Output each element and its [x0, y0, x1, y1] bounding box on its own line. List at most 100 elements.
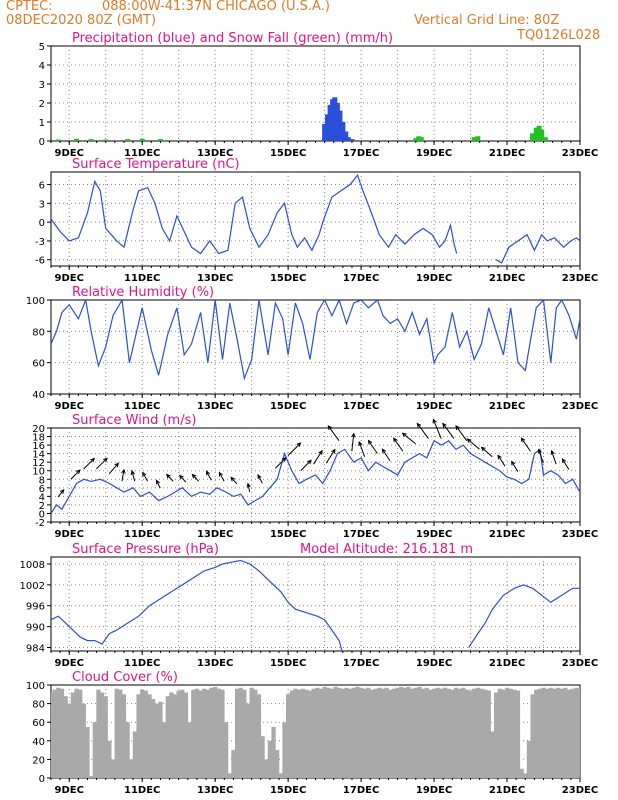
- x-tick-label: 15DEC: [270, 401, 306, 412]
- cloud-bar: [410, 688, 415, 778]
- wind-arrow-head: [246, 482, 251, 488]
- x-tick-label: 9DEC: [55, 148, 84, 159]
- wind-arrow: [551, 450, 557, 465]
- wind-arrow: [358, 441, 366, 457]
- cloud-bar: [486, 690, 491, 778]
- wind-arrow-head: [59, 489, 65, 494]
- cloud-bar: [132, 731, 138, 778]
- wind-arrow: [538, 449, 544, 464]
- cloud-bar: [300, 688, 305, 778]
- cloud-bar: [475, 687, 480, 778]
- x-tick-label: 23DEC: [562, 658, 598, 669]
- precip-bar: [322, 123, 328, 141]
- cloud-bar: [439, 688, 444, 778]
- wind-arrow: [511, 461, 519, 472]
- cloud-bar: [483, 689, 488, 778]
- wind-arrow: [381, 448, 391, 462]
- cloud-bar: [435, 687, 440, 778]
- cloud-bar: [311, 688, 316, 778]
- cloud-bar: [523, 773, 528, 778]
- wind-arrow-head: [191, 473, 197, 479]
- cloud-bar: [256, 694, 262, 778]
- wind-arrow-head: [327, 424, 333, 430]
- cloud-bar: [351, 687, 356, 778]
- cloud-bar: [395, 687, 400, 778]
- x-tick-label: 11DEC: [124, 658, 160, 669]
- wind-arrow: [121, 469, 125, 482]
- plot-frame: [50, 45, 581, 142]
- x-tick-label: 9DEC: [55, 273, 84, 284]
- cloud-bar: [183, 692, 189, 778]
- cloud-bar: [333, 686, 338, 778]
- x-tick-label: 11DEC: [124, 273, 160, 284]
- cloud-bar: [245, 703, 251, 778]
- cloud-bar: [238, 687, 243, 778]
- x-tick-label: 21DEC: [489, 148, 525, 159]
- y-tick-label: 1: [39, 118, 45, 129]
- x-tick-label: 17DEC: [343, 529, 379, 540]
- cloud-bar: [530, 694, 535, 778]
- y-tick-label: 0: [39, 137, 45, 148]
- wind-arrow-head: [205, 470, 210, 476]
- wind-arrow: [481, 446, 493, 458]
- x-tick-label: 9DEC: [55, 785, 84, 796]
- x-tick-label: 9DEC: [55, 529, 84, 540]
- cloud-bar: [136, 694, 141, 778]
- wind-arrow-head: [331, 448, 336, 454]
- wind-arrow: [368, 440, 378, 454]
- cloud-bar: [380, 688, 386, 778]
- cloud-bar: [552, 688, 557, 778]
- cloud-bar: [402, 687, 408, 778]
- wind-arrow-head: [307, 459, 312, 465]
- cloud-bar: [231, 750, 236, 778]
- cloud-bar: [296, 689, 302, 778]
- cloud-bar: [227, 773, 232, 778]
- wind-arrow-head: [156, 479, 161, 485]
- x-tick-label: 17DEC: [343, 273, 379, 284]
- snow-bar: [139, 138, 145, 141]
- series-line: [51, 559, 343, 651]
- wind-arrow-head: [455, 424, 460, 430]
- wind-arrow-head: [432, 418, 437, 424]
- cloud-bar: [493, 692, 499, 778]
- x-tick-label: 15DEC: [270, 148, 306, 159]
- wind-arrow: [455, 425, 468, 441]
- cloud-bar: [107, 740, 112, 778]
- panel-title: Surface Wind (m/s): [72, 413, 196, 428]
- wind-arrow: [393, 437, 404, 452]
- wind-arrow: [520, 437, 531, 452]
- cloud-bar: [373, 688, 378, 778]
- x-tick-label: 17DEC: [343, 785, 379, 796]
- cloud-bar: [504, 687, 510, 778]
- cloud-bar: [472, 688, 477, 778]
- cloud-bar: [278, 773, 283, 778]
- snow-bar: [475, 136, 481, 141]
- wind-arrow-head: [351, 432, 356, 438]
- plot-area: [51, 439, 580, 514]
- snow-bar: [55, 139, 61, 141]
- y-tick-label: 1002: [20, 581, 45, 592]
- y-tick-label: 80: [32, 327, 45, 338]
- y-tick-label: 996: [26, 602, 45, 613]
- cloud-bar: [417, 686, 422, 778]
- wind-arrow-head: [561, 458, 567, 464]
- cloud-bar: [388, 689, 393, 778]
- cloud-bar: [110, 759, 116, 778]
- panel-title: Surface Pressure (hPa): [72, 542, 219, 557]
- cloud-bar: [154, 703, 159, 778]
- x-tick-label: 13DEC: [197, 273, 233, 284]
- y-tick-label: 1008: [20, 560, 45, 571]
- cloud-bar: [114, 688, 119, 778]
- cloud-bar: [326, 687, 331, 778]
- y-tick-label: 8: [39, 475, 45, 486]
- snow-bar: [533, 127, 539, 141]
- cloud-bar: [242, 689, 247, 778]
- x-tick-label: 21DEC: [489, 529, 525, 540]
- wind-arrow: [467, 438, 480, 450]
- wind-arrow-head: [114, 462, 120, 468]
- panel-title: Relative Humidity (%): [72, 285, 214, 300]
- wind-arrow-head: [381, 448, 387, 454]
- wind-arrow-head: [121, 468, 126, 474]
- series-line: [51, 300, 580, 381]
